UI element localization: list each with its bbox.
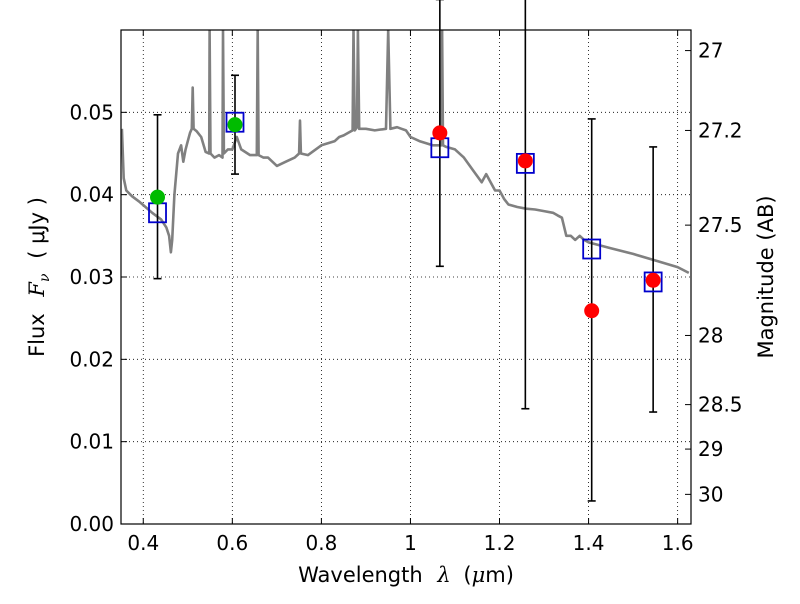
x-tick-label: 1: [404, 531, 417, 555]
x-axis-label-prefix: Wavelength: [298, 563, 423, 587]
model-square-marker: [643, 271, 663, 293]
y-axis-label: Flux Fν ( μJy ): [25, 197, 54, 357]
model-square-marker: [582, 238, 602, 260]
y2-tick-label: 27.5: [698, 213, 743, 237]
x-axis-label-unit-rest: m): [485, 563, 514, 587]
y-axis-label-symbol: F: [25, 281, 49, 298]
y-tick-label: 0.05: [69, 100, 114, 124]
data-point-marker: [645, 272, 661, 288]
y2-tick-label: 28: [698, 323, 723, 347]
x-tick-label: 0.8: [305, 531, 337, 555]
data-point-marker: [584, 303, 600, 319]
y-axis-label-prefix: Flux: [25, 313, 49, 357]
x-axis-label: Wavelength λ (μm): [298, 563, 514, 587]
tick-labels: 0.4 0.6 0.8 1 1.2 1.4 1.6 0.00 0.01 0.02 0.03 0.04 0…: [69, 39, 742, 555]
x-tick-label: 1.6: [662, 531, 694, 555]
x-axis-label-unit-mu: μ: [472, 563, 486, 587]
x-axis-label-symbol: λ: [436, 563, 450, 587]
y2-tick-label: 29: [698, 437, 723, 461]
y-axis-label-subscript: ν: [37, 273, 53, 282]
y2-tick-label: 28.5: [698, 393, 743, 417]
x-tick-label: 0.6: [216, 531, 248, 555]
x-tick-label: 1.4: [573, 531, 605, 555]
y2-axis-label: Magnitude (AB): [754, 195, 778, 358]
y-tick-label: 0.03: [69, 265, 114, 289]
spectrum-line: [121, 30, 690, 275]
data-point-marker: [517, 153, 533, 169]
y-axis-label-unit: ( μJy ): [25, 197, 49, 259]
model-spectrum: [121, 30, 690, 275]
y-tick-label: 0.02: [69, 347, 114, 371]
data-point-marker: [150, 189, 166, 205]
y2-tick-label: 27.2: [698, 118, 743, 142]
x-tick-label: 0.4: [127, 531, 159, 555]
data-point-marker: [227, 117, 243, 133]
data-point-marker: [432, 125, 448, 141]
y2-tick-label: 30: [698, 482, 723, 506]
y-tick-label: 0.00: [69, 512, 114, 536]
y2-tick-label: 27: [698, 39, 723, 63]
data-markers: [148, 111, 663, 319]
x-tick-label: 1.2: [484, 531, 516, 555]
ticks: [121, 30, 691, 525]
x-axis-label-unit-open: (: [463, 563, 471, 587]
y-tick-label: 0.04: [69, 183, 114, 207]
y-tick-label: 0.01: [69, 430, 114, 454]
